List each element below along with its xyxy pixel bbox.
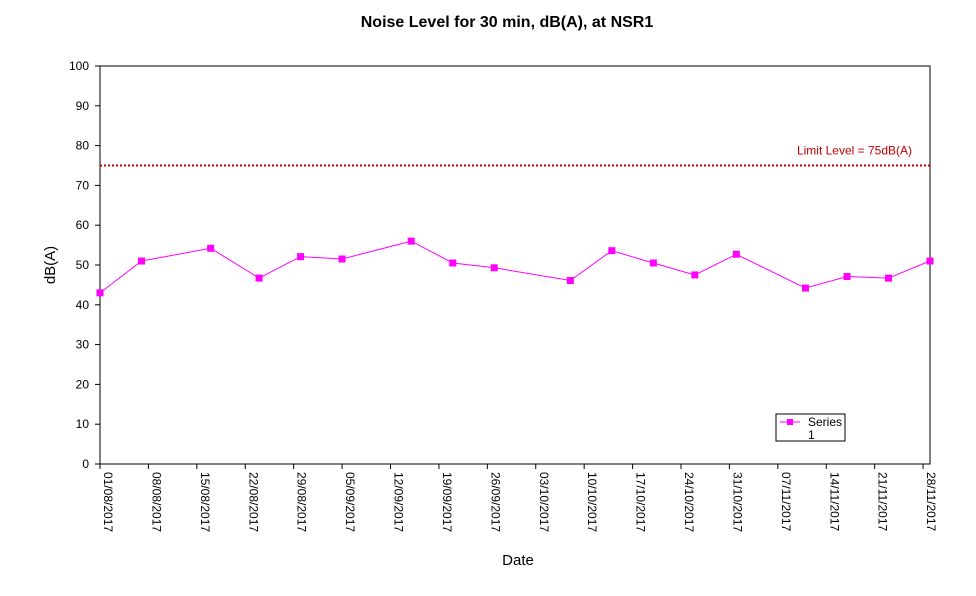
x-tick-label: 10/10/2017 <box>585 472 599 532</box>
data-point <box>566 277 574 285</box>
x-axis-label: Date <box>502 552 534 569</box>
x-tick-label: 05/09/2017 <box>343 472 357 532</box>
data-point <box>338 255 346 263</box>
x-tick-label: 26/09/2017 <box>488 472 502 532</box>
series-1-markers <box>96 237 934 297</box>
y-axis-label: dB(A) <box>42 246 59 284</box>
data-point <box>490 264 498 272</box>
y-tick-label: 80 <box>76 139 90 153</box>
legend-box <box>775 413 846 442</box>
y-tick-label: 0 <box>82 457 89 471</box>
data-point <box>449 259 457 267</box>
y-tick-label: 30 <box>76 338 90 352</box>
x-tick-label: 01/08/2017 <box>101 472 115 532</box>
y-axis: 0 10 20 30 40 50 60 70 80 90 100 <box>69 59 100 471</box>
x-tick-label: 19/09/2017 <box>440 472 454 532</box>
x-tick-label: 22/08/2017 <box>246 472 260 532</box>
data-point <box>649 259 657 267</box>
y-tick-label: 100 <box>69 59 89 73</box>
data-point <box>96 289 104 297</box>
x-tick-label: 28/11/2017 <box>924 472 938 531</box>
data-point <box>407 237 415 245</box>
y-tick-label: 10 <box>76 417 90 431</box>
data-point <box>732 250 740 258</box>
x-tick-label: 15/08/2017 <box>198 472 212 532</box>
x-tick-label: 31/10/2017 <box>730 472 744 532</box>
y-tick-label: 50 <box>76 258 90 272</box>
data-point <box>138 257 145 265</box>
y-tick-label: 70 <box>76 178 90 192</box>
chart-title: Noise Level for 30 min, dB(A), at NSR1 <box>361 14 654 31</box>
plot-area <box>99 65 931 465</box>
limit-label: Limit Level = 75dB(A) <box>797 144 912 158</box>
data-point <box>255 274 263 282</box>
x-tick-label: 03/10/2017 <box>537 472 551 532</box>
x-tick-label: 12/09/2017 <box>392 472 406 532</box>
legend-label-line1: Series <box>808 415 842 429</box>
x-tick-label: 21/11/2017 <box>876 472 890 531</box>
y-tick-label: 60 <box>76 218 90 232</box>
x-tick-label: 17/10/2017 <box>634 472 648 532</box>
x-tick-label: 14/11/2017 <box>827 472 841 531</box>
x-tick-label: 29/08/2017 <box>295 472 309 532</box>
data-point <box>608 247 616 255</box>
data-point <box>843 273 851 281</box>
y-tick-label: 20 <box>76 377 90 391</box>
legend-label-line2: 1 <box>808 428 815 442</box>
data-point <box>297 253 305 261</box>
legend-marker <box>787 419 793 425</box>
x-tick-label: 08/08/2017 <box>149 472 163 532</box>
legend: Series 1 <box>775 413 846 442</box>
data-point <box>207 244 215 252</box>
x-tick-label: 07/11/2017 <box>779 472 793 531</box>
data-point <box>885 274 892 282</box>
x-tick-label: 24/10/2017 <box>682 472 696 532</box>
x-axis: 01/08/2017 08/08/2017 15/08/2017 22/08/2017… <box>99 464 938 532</box>
data-point <box>926 257 934 265</box>
y-tick-label: 40 <box>76 298 90 312</box>
data-point <box>802 284 809 292</box>
y-tick-label: 90 <box>76 99 90 113</box>
data-point <box>691 271 699 279</box>
series-1-line <box>99 240 931 294</box>
